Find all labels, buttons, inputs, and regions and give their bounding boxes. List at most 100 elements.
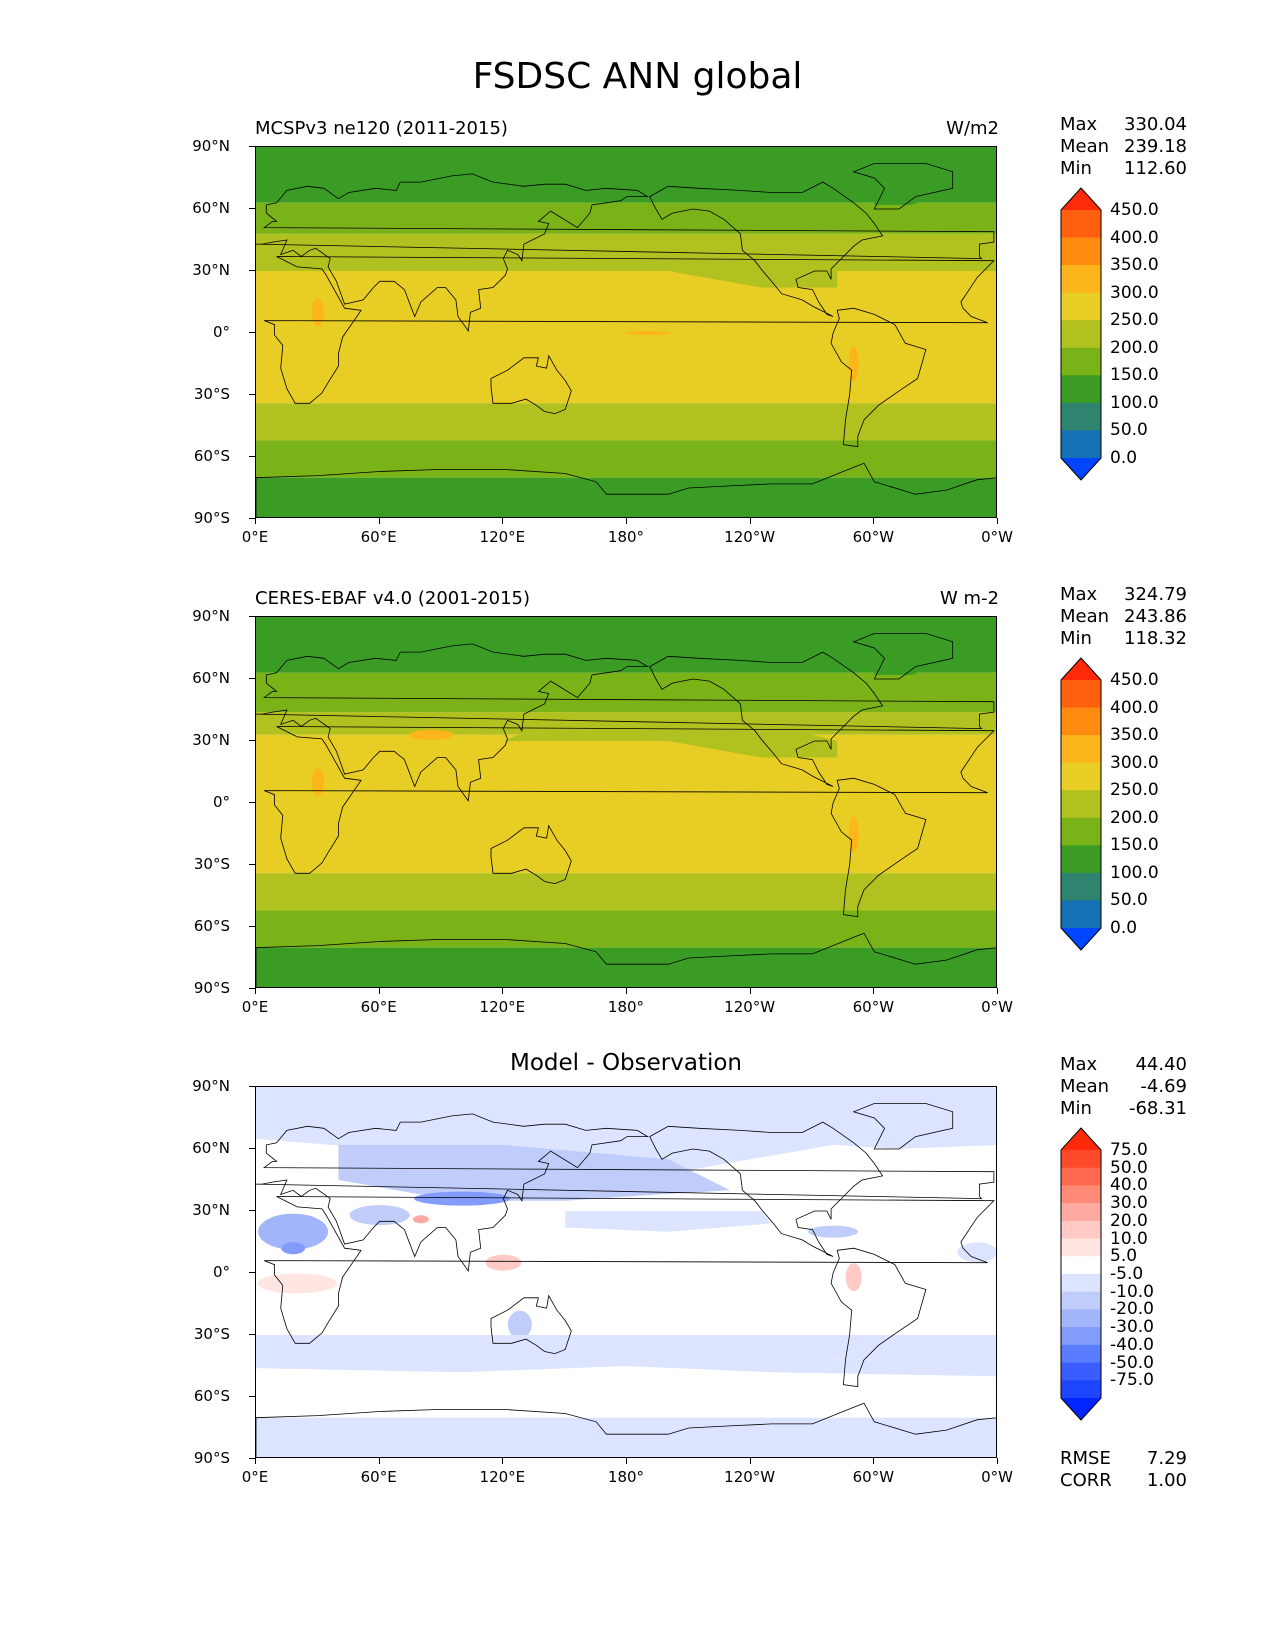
lat-tick-mark (249, 926, 255, 927)
colorbar-tick-label: 50.0 (1110, 1157, 1148, 1178)
panel-title: CERES-EBAF v4.0 (2001-2015) (255, 588, 531, 609)
lat-tick-mark (249, 864, 255, 865)
lon-tick-mark (626, 518, 627, 524)
stat-mean: 243.86 (1124, 606, 1187, 627)
lon-tick-mark (997, 1458, 998, 1464)
colorbar-tick-label: 5.0 (1110, 1246, 1138, 1267)
colorbar-tick-label: 100.0 (1110, 862, 1159, 883)
colorbar-tick-label: 50.0 (1110, 890, 1148, 911)
metrics-box: RMSE 7.29 CORR 1.00 (1060, 1448, 1187, 1492)
lon-tick-label: 120°E (479, 528, 526, 546)
colorbar-tick-label: -10.0 (1110, 1281, 1154, 1302)
coastlines (256, 633, 996, 987)
lat-tick-mark (249, 1148, 255, 1149)
map-svg (256, 147, 996, 517)
lat-tick-mark (249, 678, 255, 679)
metric-label: RMSE (1060, 1448, 1111, 1469)
lat-tick-mark (249, 616, 255, 617)
colorbar-tick-label: -50.0 (1110, 1352, 1154, 1373)
lat-tick-label: 0° (212, 323, 230, 341)
lon-tick-label: 120°E (479, 1468, 526, 1486)
map-svg (256, 617, 996, 987)
stat-min: -68.31 (1128, 1098, 1187, 1119)
colorbar-tick-label: 150.0 (1110, 835, 1159, 856)
lon-tick-label: 0°W (981, 998, 1013, 1016)
lat-tick-mark (249, 146, 255, 147)
lon-tick-label: 0°E (241, 998, 269, 1016)
colorbar-tick-label: -30.0 (1110, 1317, 1154, 1338)
lon-tick-label: 0°W (981, 1468, 1013, 1486)
lat-tick-mark (249, 988, 255, 989)
lat-tick-label: 30°N (192, 731, 230, 749)
lat-tick-label: 0° (212, 793, 230, 811)
colorbar-tick-label: 400.0 (1110, 697, 1159, 718)
stat-label: Min (1060, 158, 1092, 179)
lon-tick-label: 120°W (724, 528, 776, 546)
lon-tick-mark (749, 1458, 751, 1464)
lon-tick-mark (255, 988, 256, 994)
lat-tick-label: 30°S (193, 855, 230, 873)
map-plot (255, 616, 997, 988)
panel-units: W/m2 (946, 118, 999, 139)
figure-title: FSDSC ANN global (472, 56, 803, 97)
map-svg (256, 1087, 996, 1457)
lat-tick-mark (249, 1210, 255, 1211)
stat-mean: -4.69 (1140, 1076, 1187, 1097)
colorbar-tick-label: 350.0 (1110, 725, 1159, 746)
panel-diff: Model - Observation Max 44.40 Mean -4.69 M… (0, 1050, 1275, 1528)
colorbar-tick-label: 10.0 (1110, 1228, 1148, 1249)
colorbar-tick-label: 250.0 (1110, 310, 1159, 331)
colorbar-tick-label: 200.0 (1110, 337, 1159, 358)
colorbar-tick-label: 300.0 (1110, 752, 1159, 773)
coastlines (256, 163, 996, 517)
lon-tick-label: 120°E (479, 998, 526, 1016)
lat-tick-label: 90°N (192, 1077, 230, 1095)
colorbar-tick-label: 0.0 (1110, 918, 1138, 938)
lat-tick-label: 30°N (192, 1201, 230, 1219)
panel-title: Model - Observation (509, 1050, 743, 1076)
colorbar-tick-label: 30.0 (1110, 1193, 1148, 1214)
stat-label: Min (1060, 628, 1092, 649)
lon-tick-mark (626, 1458, 627, 1464)
lat-tick-label: 90°N (192, 607, 230, 625)
lat-tick-label: 60°N (192, 1139, 230, 1157)
colorbar-tick-label: 350.0 (1110, 255, 1159, 276)
colorbar-tick-label: -20.0 (1110, 1299, 1154, 1320)
lat-tick-mark (249, 208, 255, 209)
lat-tick-mark (249, 1396, 255, 1397)
lon-tick-label: 60°E (360, 528, 397, 546)
lon-tick-label: 120°W (724, 1468, 776, 1486)
lat-tick-label: 30°S (193, 385, 230, 403)
lon-tick-mark (255, 518, 256, 524)
lon-tick-mark (997, 988, 998, 994)
lon-tick-label: 60°W (852, 998, 895, 1016)
lat-tick-label: 60°S (193, 917, 230, 935)
stat-max: 324.79 (1124, 584, 1187, 605)
lat-tick-mark (249, 270, 255, 271)
lon-tick-mark (255, 1458, 256, 1464)
colorbar (1058, 186, 1104, 486)
lat-tick-label: 60°N (192, 199, 230, 217)
lon-tick-mark (502, 988, 504, 994)
metric-rmse: 7.29 (1146, 1448, 1187, 1469)
stat-label: Mean (1060, 606, 1110, 627)
stat-label: Mean (1060, 1076, 1110, 1097)
lon-tick-mark (502, 1458, 504, 1464)
stat-label: Max (1060, 584, 1098, 605)
colorbar-tick-label: 400.0 (1110, 227, 1159, 248)
stat-label: Max (1060, 114, 1098, 135)
lon-tick-label: 180° (607, 528, 645, 546)
colorbar-tick-label: 200.0 (1110, 807, 1159, 828)
colorbar-tick-label: -5.0 (1110, 1264, 1144, 1284)
lon-tick-label: 60°E (360, 998, 397, 1016)
lon-tick-label: 180° (607, 998, 645, 1016)
lat-tick-mark (249, 332, 255, 333)
stat-label: Max (1060, 1054, 1098, 1075)
metric-corr: 1.00 (1146, 1470, 1187, 1491)
stat-label: Min (1060, 1098, 1092, 1119)
stat-mean: 239.18 (1124, 136, 1187, 157)
coastlines (256, 1103, 996, 1457)
stats-box: Max 324.79 Mean 243.86 Min 118.32 (1060, 584, 1187, 650)
colorbar-tick-label: 75.0 (1110, 1140, 1148, 1160)
colorbar (1058, 1126, 1104, 1426)
